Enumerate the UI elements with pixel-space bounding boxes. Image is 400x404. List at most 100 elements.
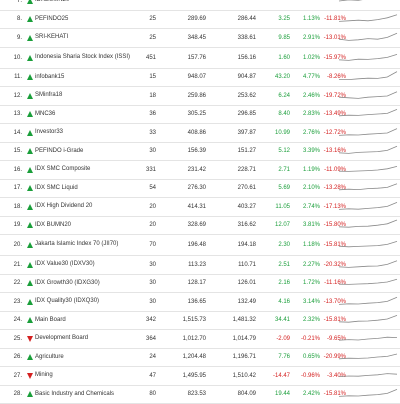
constituent-count: 20	[134, 198, 156, 216]
constituent-count: 25	[134, 11, 156, 29]
change-percent: 1.19%	[294, 161, 320, 179]
index-name-link[interactable]: infobank15	[35, 69, 133, 87]
previous-value: 1,196.71	[210, 349, 256, 367]
index-name-link[interactable]: IDX SMC Composite	[35, 161, 133, 179]
index-name-link[interactable]: IDX High Dividend 20	[35, 198, 133, 216]
sparkline-line	[339, 110, 397, 116]
index-name-link[interactable]: SRI-KEHATI	[35, 29, 133, 47]
sparkline-chart	[338, 48, 400, 68]
last-value	[160, 0, 206, 10]
index-name-link[interactable]: IDX Quality30 (IDXQ30)	[35, 293, 133, 311]
sparkline-chart	[338, 11, 400, 29]
constituent-count: 54	[134, 180, 156, 198]
change-percent: 2.76%	[294, 124, 320, 142]
previous-value: 126.01	[210, 275, 256, 293]
index-name-link[interactable]: Indonesia Sharia Stock Index (ISSI)	[35, 48, 133, 68]
change-percent: 4.77%	[294, 69, 320, 87]
sparkline-svg	[338, 89, 398, 103]
index-name-link[interactable]: MNC36	[35, 106, 133, 124]
change-percent: 3.81%	[294, 217, 320, 235]
sparkline-svg	[338, 276, 398, 290]
sparkline-line	[339, 337, 397, 340]
index-name-link[interactable]: Main Board	[35, 312, 133, 330]
row-number: 18.	[0, 198, 22, 216]
previous-value: 228.71	[210, 161, 256, 179]
last-value: 1,515.73	[160, 312, 206, 330]
table-row[interactable]: 10.Indonesia Sharia Stock Index (ISSI)45…	[0, 48, 400, 69]
sparkline-svg	[338, 51, 398, 65]
change-points: 2.30	[262, 235, 290, 255]
change-percent: -0.21%	[294, 330, 320, 348]
change-points: 19.44	[262, 386, 290, 404]
sparkline-svg	[338, 107, 398, 121]
index-name-link[interactable]: IDX Growth30 (IDXG30)	[35, 275, 133, 293]
sparkline-line	[339, 72, 397, 80]
index-name-link[interactable]: SMinfra18	[35, 87, 133, 105]
row-number: 20.	[0, 235, 22, 255]
up-arrow-icon	[25, 106, 35, 124]
sparkline-chart	[338, 330, 400, 348]
table-row[interactable]: 7.IDXBUMN20	[0, 0, 400, 11]
sparkline-chart	[338, 124, 400, 142]
change-percent: 3.14%	[294, 293, 320, 311]
last-value: 156.39	[160, 143, 206, 161]
previous-value: 1,510.42	[210, 367, 256, 385]
row-number: 22.	[0, 275, 22, 293]
index-name-link[interactable]: PEFINDO25	[35, 11, 133, 29]
index-name-link[interactable]: PEFINDO i-Grade	[35, 143, 133, 161]
sparkline-svg	[338, 181, 398, 195]
change-percent	[294, 0, 320, 10]
change-percent: 1.18%	[294, 235, 320, 255]
index-name-link[interactable]: Jakarta Islamic Index 70 (JII70)	[35, 235, 133, 255]
row-number: 26.	[0, 349, 22, 367]
previous-value: 132.49	[210, 293, 256, 311]
change-points: 5.12	[262, 143, 290, 161]
index-name-link[interactable]: Mining	[35, 367, 133, 385]
sparkline-line	[339, 316, 397, 323]
index-name-link[interactable]: IDX Value30 (IDXV30)	[35, 256, 133, 274]
change-points: 3.25	[262, 11, 290, 29]
up-arrow-icon	[25, 87, 35, 105]
sparkline-line	[339, 146, 397, 153]
row-number: 19.	[0, 217, 22, 235]
index-name-link[interactable]: Development Board	[35, 330, 133, 348]
sparkline-chart	[338, 235, 400, 255]
previous-value: 151.27	[210, 143, 256, 161]
index-name-link[interactable]: Agriculture	[35, 349, 133, 367]
change-percent: 2.27%	[294, 256, 320, 274]
index-name-link[interactable]: Basic Industry and Chemicals	[35, 386, 133, 404]
last-value: 348.45	[160, 29, 206, 47]
index-name-link[interactable]: IDX BUMN20	[35, 217, 133, 235]
last-value: 305.25	[160, 106, 206, 124]
row-number: 8.	[0, 11, 22, 29]
index-name-link[interactable]: IDXBUMN20	[35, 0, 133, 10]
index-name-link[interactable]: IDX SMC Liquid	[35, 180, 133, 198]
row-number: 11.	[0, 69, 22, 87]
up-arrow-icon	[25, 235, 35, 255]
row-number: 9.	[0, 29, 22, 47]
change-percent: -0.96%	[294, 367, 320, 385]
sparkline-svg	[338, 12, 398, 26]
index-name-link[interactable]: Investor33	[35, 124, 133, 142]
previous-value: 270.61	[210, 180, 256, 198]
